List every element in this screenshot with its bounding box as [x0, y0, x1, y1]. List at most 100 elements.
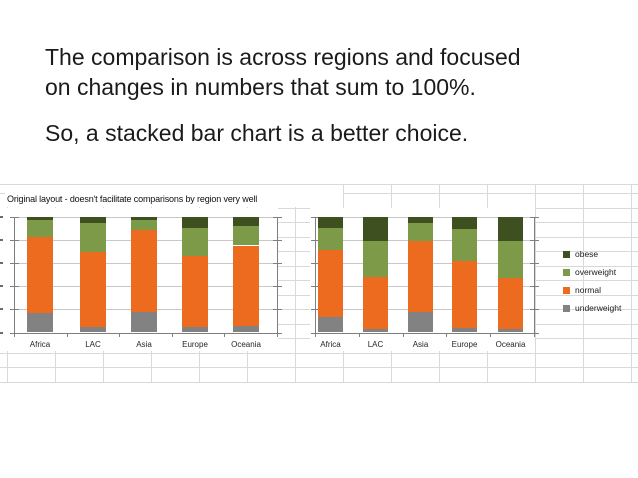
grid-line: [487, 184, 488, 193]
grid-line: [535, 184, 536, 193]
headline-line-1: The comparison is across regions and foc…: [45, 44, 521, 70]
grid-line: [295, 193, 296, 382]
grid-line: [535, 193, 536, 382]
bar-segment-obese: [131, 216, 157, 220]
bar-segment-normal: [233, 245, 259, 326]
bar-segment-underweight: [408, 311, 433, 333]
x-axis: [315, 332, 535, 334]
y-axis-tick: [273, 286, 282, 288]
y-axis: [315, 216, 316, 333]
y-axis-tick: [530, 286, 539, 288]
category-label: Europe: [451, 340, 478, 349]
clipped-y-axis-label: [0, 215, 3, 218]
grid-line: [391, 184, 392, 193]
bar-segment-normal: [131, 230, 157, 312]
y-axis: [14, 216, 15, 333]
bar-segment-obese: [408, 216, 433, 224]
y-axis-tick: [10, 216, 19, 218]
y-axis-tick: [273, 239, 282, 241]
bar-segment-obese: [363, 216, 388, 241]
x-axis-tick: [490, 332, 492, 337]
bar-segment-underweight: [318, 317, 343, 333]
bar-segment-obese: [318, 216, 343, 229]
bar-segment-overweight: [408, 223, 433, 241]
x-axis-tick: [171, 332, 173, 337]
legend-item-obese: obese: [563, 248, 598, 260]
y-axis-tick: [530, 239, 539, 241]
y-axis-right: [277, 216, 278, 333]
bar-segment-overweight: [80, 223, 106, 253]
y-axis-tick: [273, 216, 282, 218]
clipped-y-axis-label: [0, 308, 3, 311]
worksheet-title: Original layout - doesn't facilitate com…: [5, 193, 343, 207]
bar-segment-obese: [498, 216, 523, 241]
grid-line: [0, 352, 638, 354]
category-label: Asia: [412, 340, 429, 349]
bar-segment-underweight: [452, 327, 477, 333]
headline-line-2: on changes in numbers that sum to 100%.: [45, 74, 476, 100]
bar-segment-underweight: [498, 329, 523, 333]
y-axis-tick: [311, 262, 320, 264]
category-label: Africa: [29, 340, 51, 349]
y-axis-tick: [273, 309, 282, 311]
category-label: Oceania: [231, 340, 261, 349]
bar-segment-overweight: [131, 219, 157, 231]
overweight-swatch-icon: [563, 268, 570, 276]
legend-label: overweight: [575, 267, 617, 277]
category-label: LAC: [85, 340, 101, 349]
bar-segment-normal: [452, 260, 477, 328]
bar-segment-normal: [498, 277, 523, 329]
y-axis-tick: [10, 286, 19, 288]
grid-line: [631, 193, 632, 382]
category-label: LAC: [367, 340, 384, 349]
bar-segment-obese: [27, 216, 53, 220]
grid-line: [0, 367, 638, 368]
category-label: Africa: [320, 340, 341, 349]
x-axis-tick: [66, 332, 68, 337]
stacked-bar-chart-left: Africa LAC Asia Europe Oceania: [0, 208, 282, 351]
bar-segment-obese: [233, 216, 259, 226]
bar-segment-obese: [452, 216, 477, 230]
clipped-y-axis-label: [0, 331, 3, 334]
bar-segment-normal: [363, 276, 388, 329]
bar-segment-overweight: [498, 240, 523, 278]
headline-line-3: So, a stacked bar chart is a better choi…: [45, 120, 469, 146]
clipped-y-axis-label: [0, 285, 3, 288]
x-axis-tick: [224, 332, 226, 337]
clipped-y-axis-label: [0, 238, 3, 241]
bar-segment-underweight: [80, 326, 106, 333]
headline: The comparison is across regions and foc…: [45, 42, 521, 148]
grid-line: [343, 184, 344, 193]
bar-segment-overweight: [233, 225, 259, 246]
bar-segment-underweight: [363, 329, 388, 333]
bar-segment-overweight: [27, 219, 53, 238]
grid-line: [631, 184, 632, 193]
obese-swatch-icon: [563, 250, 570, 258]
bar-segment-normal: [408, 240, 433, 312]
x-axis-tick: [534, 332, 535, 337]
y-axis-tick: [311, 239, 320, 241]
clipped-y-axis-label: [0, 261, 3, 264]
bar-segment-overweight: [363, 240, 388, 277]
x-axis: [14, 332, 278, 334]
y-axis-tick: [311, 309, 320, 311]
normal-swatch-icon: [563, 286, 570, 294]
y-axis-tick: [530, 216, 539, 218]
category-label: Asia: [136, 340, 152, 349]
y-axis-tick: [530, 309, 539, 311]
y-axis-tick: [10, 262, 19, 264]
bar-segment-underweight: [131, 311, 157, 333]
y-axis-tick: [10, 309, 19, 311]
bar-segment-underweight: [182, 326, 208, 333]
grid-line: [0, 381, 638, 383]
underweight-swatch-icon: [563, 304, 570, 312]
y-axis-tick: [311, 286, 320, 288]
y-axis-tick: [273, 262, 282, 264]
x-axis-tick: [315, 332, 316, 337]
bar-segment-underweight: [233, 325, 259, 333]
bar-segment-normal: [27, 237, 53, 313]
x-axis-tick: [277, 332, 278, 337]
grid-line: [439, 184, 440, 193]
bar-segment-overweight: [452, 229, 477, 261]
bar-segment-obese: [182, 216, 208, 229]
